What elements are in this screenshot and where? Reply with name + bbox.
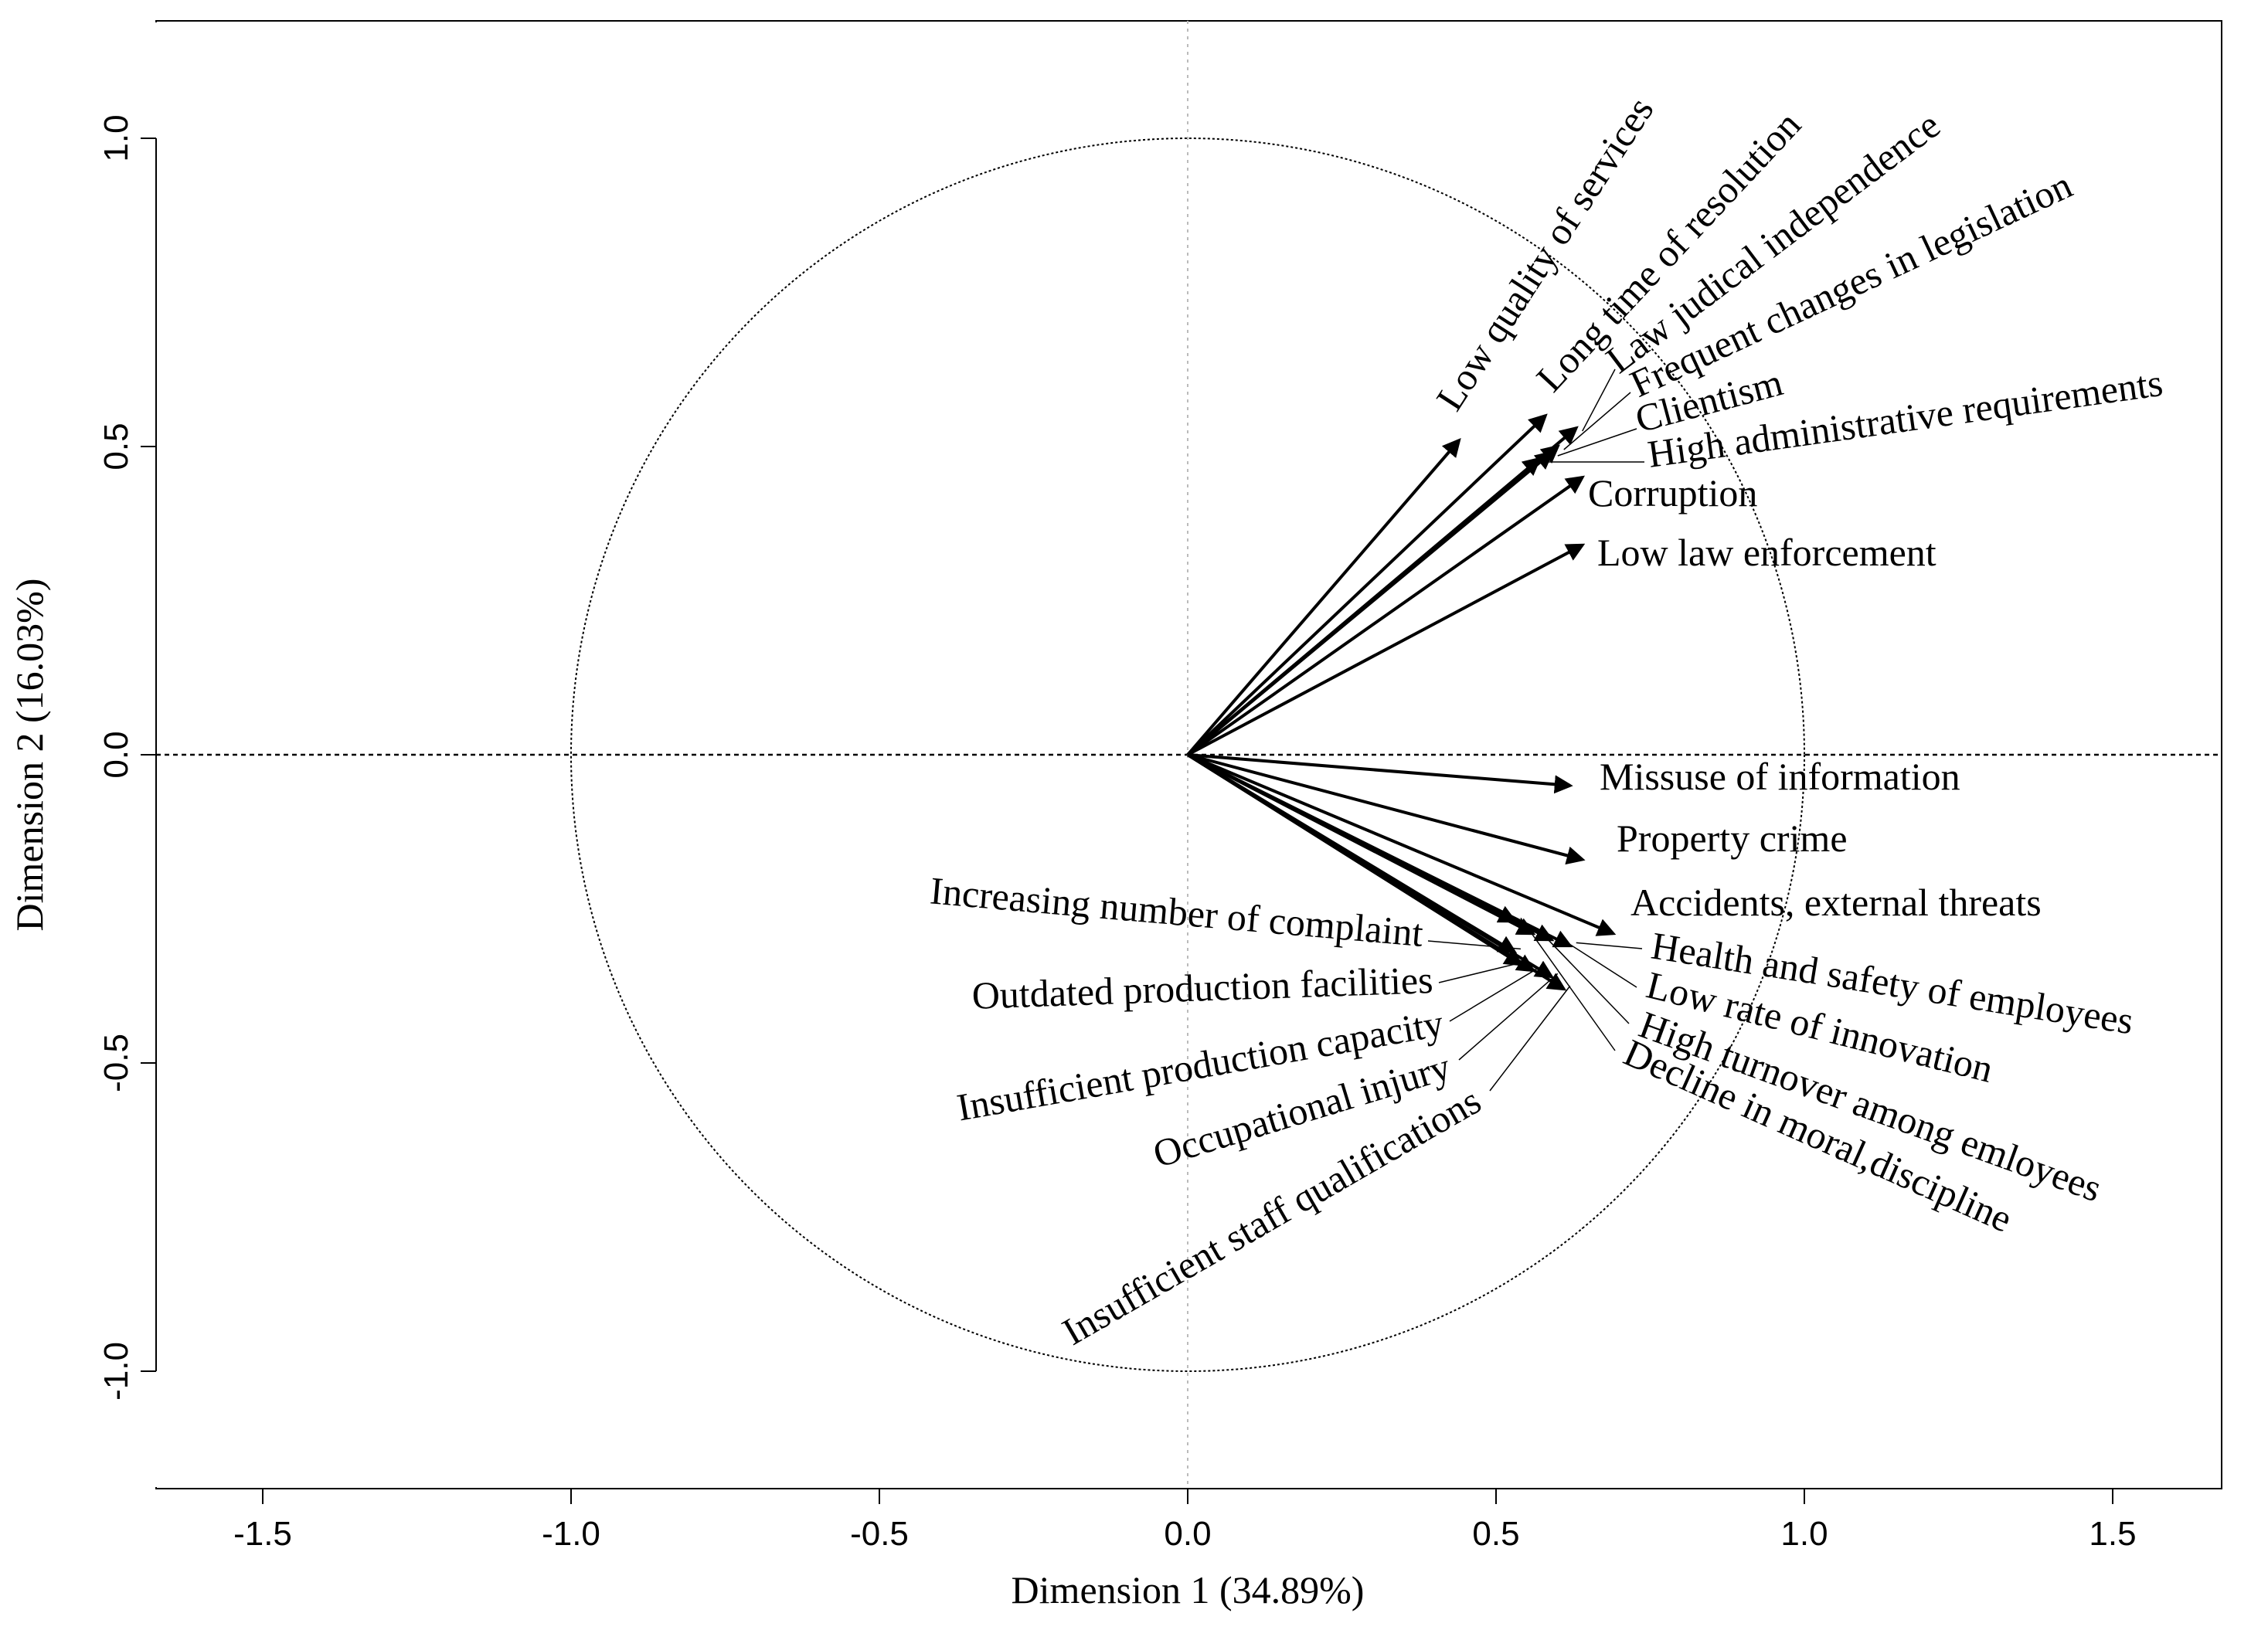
variable-arrow (1186, 437, 1461, 756)
label-leader-line (1489, 985, 1571, 1092)
variable-label: Accidents, external threats (1630, 881, 2042, 924)
label-leader-line (1582, 368, 1616, 432)
label-leader-line (1539, 929, 1630, 1024)
x-tick-label: 1.0 (1780, 1515, 1828, 1553)
variable-arrow (1187, 753, 1518, 923)
variable-arrow (1186, 475, 1585, 756)
label-leader-line (1427, 940, 1522, 950)
variable-label: Outdated production facilities (971, 958, 1434, 1017)
label-leader-line (1458, 973, 1559, 1061)
y-tick-label: 0.0 (97, 731, 135, 778)
label-leader-lines (1427, 368, 1645, 1092)
label-leader-line (1557, 428, 1637, 457)
x-tick-label: 0.5 (1472, 1515, 1519, 1553)
variable-arrow (1186, 413, 1548, 756)
variable-arrow (1187, 753, 1617, 936)
label-leader-line (1520, 918, 1616, 1051)
x-tick-label: -1.5 (233, 1515, 292, 1553)
label-leader-line (1557, 936, 1637, 988)
variable-arrows (1186, 413, 1617, 991)
x-tick-label: 1.5 (2089, 1515, 2136, 1553)
x-axis: -1.5 -1.0 -0.5 0.0 0.5 1.0 1.5 (233, 1488, 2137, 1553)
label-leader-line (1438, 960, 1528, 983)
variable-label: Property crime (1617, 817, 1848, 860)
y-tick-label: -0.5 (97, 1034, 135, 1092)
variable-arrow (1186, 457, 1542, 756)
label-leader-line (1576, 942, 1643, 949)
y-tick-label: 1.0 (97, 114, 135, 161)
y-tick-label: -1.0 (97, 1342, 135, 1401)
y-axis: -1.0 -0.5 0.0 0.5 1.0 (97, 114, 157, 1401)
variable-label: Missuse of information (1600, 755, 1960, 798)
variable-label: Increasing number of complaint (928, 868, 1425, 955)
variable-label: Corruption (1588, 471, 1757, 514)
label-leader-line (1563, 392, 1631, 450)
x-tick-label: -0.5 (850, 1515, 909, 1553)
variable-arrow (1186, 753, 1567, 991)
y-axis-title: Dimension 2 (16.03%) (8, 579, 51, 932)
y-tick-label: 0.5 (97, 423, 135, 470)
variable-arrow (1187, 543, 1586, 756)
variable-arrow (1187, 753, 1573, 794)
x-axis-title: Dimension 1 (34.89%) (1012, 1568, 1365, 1611)
unit-circle (570, 138, 1805, 1372)
label-leader-line (1449, 966, 1540, 1022)
x-tick-label: -1.0 (542, 1515, 600, 1553)
variable-label: Low law enforcement (1597, 531, 1936, 574)
variable-arrow (1187, 753, 1586, 865)
x-tick-label: 0.0 (1164, 1515, 1211, 1553)
